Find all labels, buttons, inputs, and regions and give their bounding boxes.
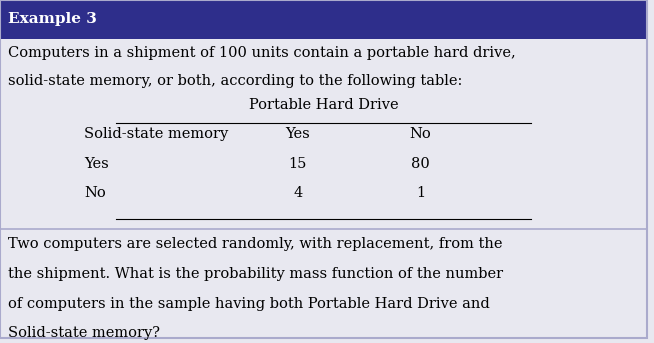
Text: Yes: Yes (285, 127, 310, 141)
Text: Solid-state memory?: Solid-state memory? (8, 327, 160, 340)
FancyBboxPatch shape (0, 0, 647, 39)
Text: No: No (84, 186, 106, 200)
Text: Computers in a shipment of 100 units contain a portable hard drive,: Computers in a shipment of 100 units con… (8, 46, 515, 60)
Text: Example 3: Example 3 (8, 12, 97, 26)
Text: 15: 15 (288, 157, 307, 170)
Text: solid-state memory, or both, according to the following table:: solid-state memory, or both, according t… (8, 74, 462, 88)
Text: Portable Hard Drive: Portable Hard Drive (249, 98, 398, 112)
Text: 80: 80 (411, 157, 430, 170)
Text: Yes: Yes (84, 157, 109, 170)
Text: Solid-state memory: Solid-state memory (84, 127, 228, 141)
Text: the shipment. What is the probability mass function of the number: the shipment. What is the probability ma… (8, 267, 503, 281)
Text: 4: 4 (293, 186, 302, 200)
Text: No: No (409, 127, 432, 141)
Text: of computers in the sample having both Portable Hard Drive and: of computers in the sample having both P… (8, 297, 489, 311)
Text: 1: 1 (416, 186, 425, 200)
Text: Two computers are selected randomly, with replacement, from the: Two computers are selected randomly, wit… (8, 237, 502, 251)
